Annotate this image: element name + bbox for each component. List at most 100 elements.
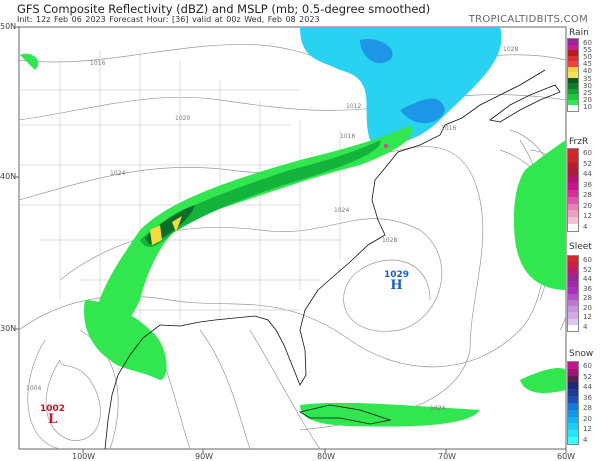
legend-swatch <box>568 88 578 95</box>
legend-label: 12 <box>583 425 592 434</box>
legend-swatch <box>568 50 578 56</box>
legend-color-bar <box>567 361 579 445</box>
high-pressure-center: 1029 H <box>384 270 409 292</box>
legend-swatch <box>568 55 578 62</box>
legend-swatch <box>568 324 578 331</box>
legend-swatch <box>568 83 578 89</box>
legend-label: 60 <box>583 149 592 157</box>
legend-swatch <box>568 409 578 417</box>
legend-color-bar <box>567 255 579 332</box>
legend-swatch <box>568 368 578 376</box>
legend-swatch <box>568 176 578 184</box>
legend-label: 28 <box>583 191 592 200</box>
legend-label: 4 <box>583 323 588 331</box>
isobar-label: 1004 <box>26 385 42 392</box>
legend-label: 25 <box>583 88 592 97</box>
legend-label: 55 <box>583 46 592 55</box>
legend-swatch <box>568 203 578 211</box>
legend-swatch <box>568 196 578 204</box>
legend-color-bar <box>567 148 579 232</box>
legend-swatch <box>568 396 578 403</box>
legend-label: 44 <box>583 275 592 284</box>
legend-swatch <box>568 318 578 325</box>
isobar-label: 1024 <box>334 207 350 214</box>
legend-label: 52 <box>583 159 592 168</box>
legend-label: 40 <box>583 67 592 76</box>
map-subtitle: Init: 12z Feb 06 2023 Forecast Hour: [36… <box>17 15 320 24</box>
legend-swatch <box>568 77 578 84</box>
legend-swatch <box>568 39 578 45</box>
isobar-label: 1016 <box>441 125 457 132</box>
high-pressure-symbol: H <box>390 278 403 293</box>
brand-watermark: TROPICALTIDBITS.COM <box>468 14 588 25</box>
legend-swatch <box>568 66 578 73</box>
legend-label: 28 <box>583 294 592 303</box>
lon-label-100w: 100W <box>72 452 96 461</box>
legend-label: 50 <box>583 53 592 62</box>
isobar-label: 1020 <box>175 115 191 122</box>
legend-swatch <box>568 256 578 263</box>
legend-swatch <box>568 293 578 300</box>
legend-swatch <box>568 281 578 288</box>
legend-label: 10 <box>583 103 592 111</box>
legend-label: 60 <box>583 362 592 370</box>
precipitation <box>20 27 566 427</box>
legend-label: 36 <box>583 393 592 402</box>
legend-title: FrzR <box>569 137 589 147</box>
legend-swatch <box>568 274 578 281</box>
legend-label: 30 <box>583 81 592 90</box>
legend-swatch <box>568 416 578 424</box>
lon-label-60w: 60W <box>557 452 576 461</box>
legend-label: 20 <box>583 414 592 423</box>
legend-title: Snow <box>569 349 594 359</box>
map-title: GFS Composite Reflectivity (dBZ) and MSL… <box>17 2 431 16</box>
legend-swatch <box>568 217 578 225</box>
legend-swatch <box>568 94 578 100</box>
legend-label: 44 <box>583 170 592 179</box>
legend-label: 20 <box>583 303 592 312</box>
legend-swatch <box>568 155 578 163</box>
legend-swatch <box>568 362 578 369</box>
legend-swatch <box>568 99 578 106</box>
legend-swatch <box>568 287 578 294</box>
lat-label-30n: 30N <box>0 324 17 333</box>
legend-swatch <box>568 189 578 197</box>
legend-swatch <box>568 437 578 444</box>
legend-swatch <box>568 262 578 269</box>
legend-swatch <box>568 268 578 275</box>
legend-label: 45 <box>583 60 592 69</box>
lat-label-40n: 40N <box>0 172 17 181</box>
legend-swatch <box>568 430 578 438</box>
nova-scotia <box>489 84 561 123</box>
isobar-label: 1016 <box>340 133 356 140</box>
legend-label: 52 <box>583 372 592 381</box>
isobar-label: 1024 <box>110 170 126 177</box>
legend-color-bar <box>567 38 579 112</box>
legend-swatch <box>568 44 578 51</box>
lat-label-50n: 50N <box>0 22 17 31</box>
legend-swatch <box>568 312 578 319</box>
legend-swatch <box>568 61 578 67</box>
legend-label: 20 <box>583 201 592 210</box>
legend-swatch <box>568 299 578 306</box>
isobar-label: 1028 <box>503 46 519 53</box>
high-pressure-value: 1029 <box>384 270 410 280</box>
legend-label: 60 <box>583 39 592 47</box>
legend-label: 60 <box>583 256 592 264</box>
isobar-label: 1016 <box>90 60 106 67</box>
legend-label: 36 <box>583 180 592 189</box>
legend-label: 28 <box>583 404 592 413</box>
low-pressure-symbol: L <box>47 412 58 427</box>
legend-swatch <box>568 72 578 78</box>
lon-label-70w: 70W <box>438 452 457 461</box>
legend-label: 36 <box>583 284 592 293</box>
legend-swatch <box>568 169 578 177</box>
low-pressure-value: 1002 <box>40 404 66 414</box>
isobar-label: 1028 <box>382 237 398 244</box>
legend-label: 4 <box>583 436 588 444</box>
legend-swatch <box>568 105 578 111</box>
legend-swatch <box>568 183 578 190</box>
lon-label-90w: 90W <box>195 452 214 461</box>
legend-label: 12 <box>583 313 592 322</box>
